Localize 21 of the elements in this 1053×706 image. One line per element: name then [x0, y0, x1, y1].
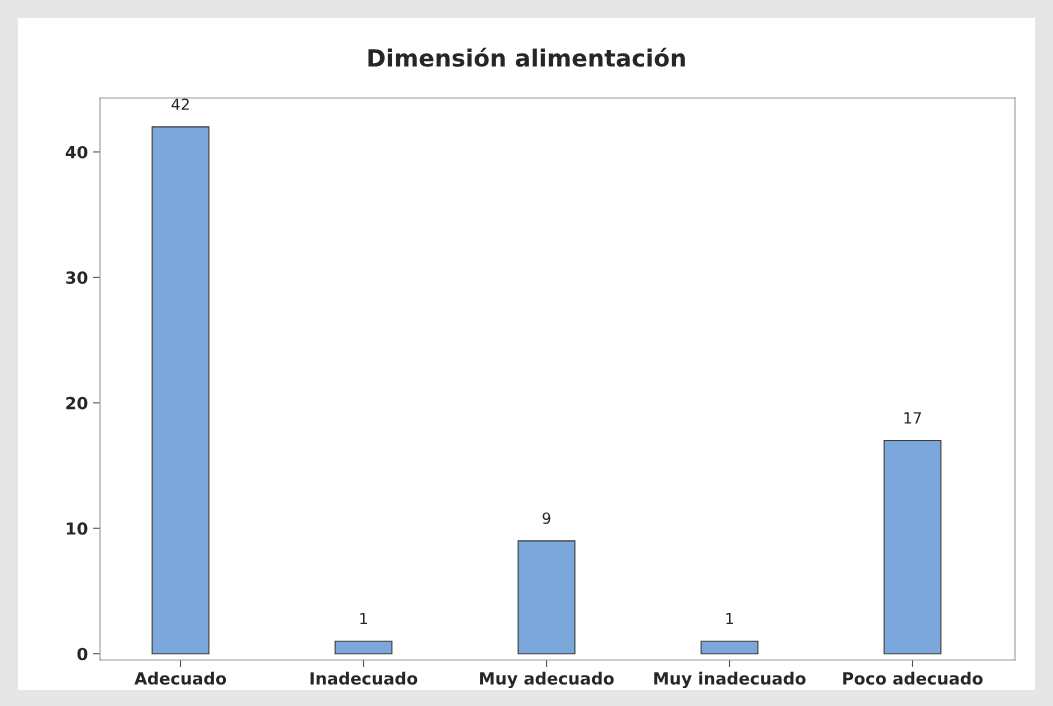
x-tick-label: Muy inadecuado: [654, 671, 806, 689]
bar: [151, 126, 210, 655]
bar: [334, 640, 393, 655]
bar: [883, 439, 942, 655]
data-label: 9: [542, 512, 551, 524]
bar: [700, 640, 759, 655]
x-tick-label: Inadecuado: [310, 671, 418, 685]
y-tick-label: 20: [66, 396, 88, 410]
x-tick-label: Poco adecuado: [843, 671, 983, 685]
x-tick-label: Muy adecuado: [480, 671, 614, 689]
y-tick-label: 30: [66, 271, 88, 284]
y-tick-label: 40: [65, 145, 88, 159]
x-tick-label: Adecuado: [134, 671, 227, 685]
data-label: 17: [904, 412, 921, 424]
y-tick-label: 0: [77, 647, 88, 661]
chart-title: Dimensión alimentación: [368, 47, 685, 67]
bar: [517, 540, 576, 655]
y-tick-label: 10: [66, 522, 88, 535]
data-label: 1: [726, 612, 733, 625]
data-label: 42: [171, 98, 189, 110]
data-label: 1: [360, 612, 367, 625]
